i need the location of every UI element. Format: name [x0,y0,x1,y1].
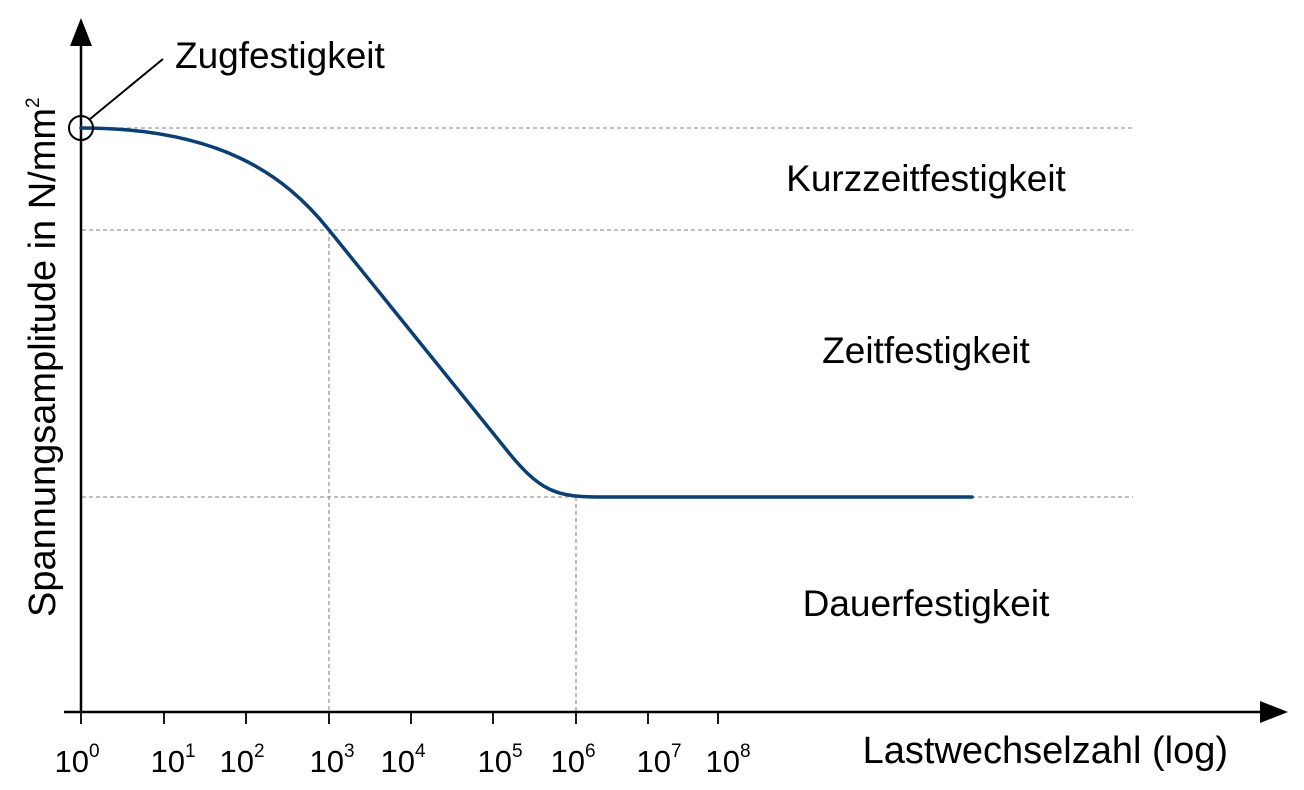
x-tick-label-8: 108 [705,741,750,779]
x-tick-label-6: 106 [550,741,595,779]
sn-curve [79,126,974,499]
region-label-short-time: Kurzzeitfestigkeit [786,158,1066,199]
x-tick-label-0: 100 [54,741,99,779]
x-axis-title: Lastwechselzahl (log) [863,730,1228,772]
tensile-strength-marker [68,115,94,141]
x-tick-labels: 100 101 102 103 104 105 106 107 108 [54,741,750,779]
y-axis-title-superscript: 2 [23,97,44,108]
x-tick-label-1: 101 [150,741,195,779]
y-axis-title: Spannungsamplitude in N/mm2 [22,97,64,617]
x-tick-label-4: 104 [380,741,425,779]
x-ticks [80,712,719,724]
tensile-strength-label: Zugfestigkeit [175,35,385,76]
x-tick-label-3: 103 [309,741,354,779]
x-tick-label-2: 102 [219,741,264,779]
tensile-strength-leader [89,58,164,120]
y-axis-title-main: Spannungsamplitude in N/mm [22,108,64,617]
x-axis-arrow [1260,701,1288,723]
x-tick-label-5: 105 [477,741,522,779]
x-tick-label-7: 107 [636,741,681,779]
guide-lines [82,127,1133,712]
region-label-endurance: Dauerfestigkeit [803,583,1051,624]
y-axis-arrow [70,18,92,46]
region-label-finite-life: Zeitfestigkeit [822,330,1030,371]
